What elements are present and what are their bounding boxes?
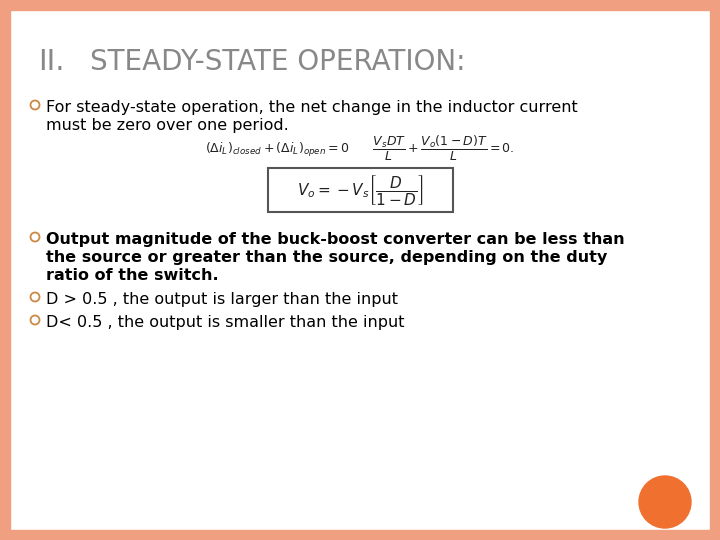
Bar — [710, 0, 720, 540]
Text: $(\Delta i_L)_{closed} + (\Delta i_L)_{open} = 0 \qquad \dfrac{V_s DT}{L} + \dfr: $(\Delta i_L)_{closed} + (\Delta i_L)_{o… — [205, 133, 515, 163]
Text: D< 0.5 , the output is smaller than the input: D< 0.5 , the output is smaller than the … — [46, 315, 405, 330]
Text: STEADY-STATE OPERATION:: STEADY-STATE OPERATION: — [90, 48, 466, 76]
Bar — [0, 0, 10, 540]
Text: II.: II. — [38, 48, 65, 76]
Text: D > 0.5 , the output is larger than the input: D > 0.5 , the output is larger than the … — [46, 292, 398, 307]
Text: Output magnitude of the buck-boost converter can be less than: Output magnitude of the buck-boost conve… — [46, 232, 625, 247]
Text: must be zero over one period.: must be zero over one period. — [46, 118, 289, 133]
Bar — [0, 0, 720, 10]
Text: $V_o = -V_s\left[\dfrac{D}{1-D}\right]$: $V_o = -V_s\left[\dfrac{D}{1-D}\right]$ — [297, 173, 423, 207]
Text: For steady-state operation, the net change in the inductor current: For steady-state operation, the net chan… — [46, 100, 577, 115]
FancyBboxPatch shape — [268, 168, 452, 212]
Text: the source or greater than the source, depending on the duty: the source or greater than the source, d… — [46, 250, 607, 265]
Bar — [0, 530, 720, 540]
Circle shape — [639, 476, 691, 528]
Text: ratio of the switch.: ratio of the switch. — [46, 268, 219, 283]
